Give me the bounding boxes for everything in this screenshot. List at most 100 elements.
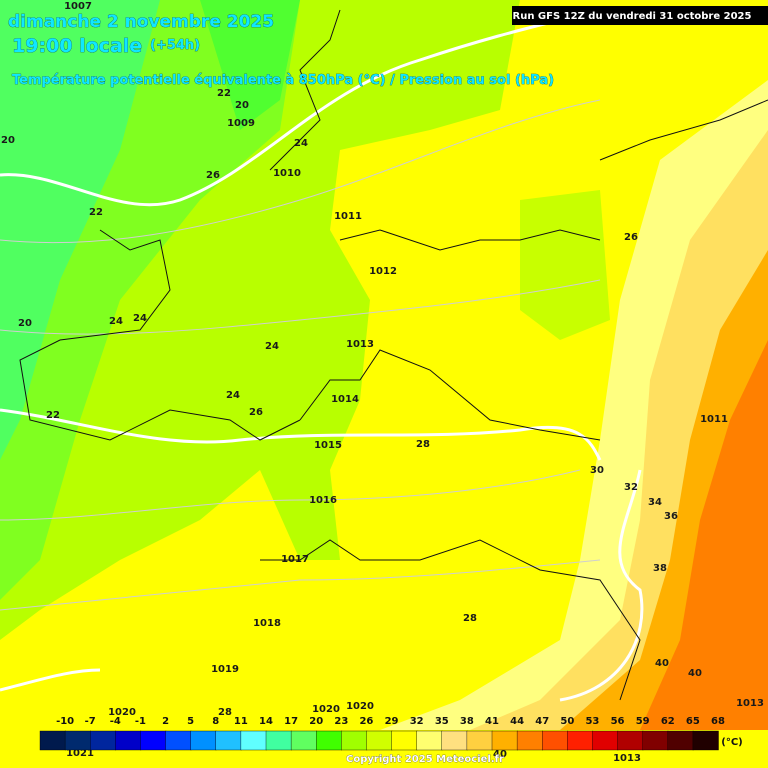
map-label: 28 (218, 707, 232, 718)
border (260, 539, 641, 701)
thin-isobars (0, 99, 601, 611)
map-label: 26 (206, 170, 220, 181)
legend-tick: 32 (410, 716, 424, 727)
legend-swatch (341, 730, 368, 751)
legend-tick: -4 (110, 716, 121, 727)
legend-swatch (567, 730, 594, 751)
legend-unit: (°C) (721, 737, 742, 748)
map-label: 40 (655, 658, 669, 669)
forecast-date: dimanche 2 novembre 2025 (8, 12, 274, 32)
isobar (0, 99, 601, 244)
map-label: 24 (133, 313, 147, 324)
legend-tick: -10 (56, 716, 74, 727)
legend-tick: 17 (284, 716, 298, 727)
legend-swatch (667, 730, 694, 751)
map-label: 1021 (66, 748, 94, 759)
legend-swatch (391, 730, 418, 751)
map-label: 26 (249, 407, 263, 418)
isobar (559, 469, 644, 702)
legend-tick: 68 (711, 716, 725, 727)
map-label: 1014 (331, 394, 359, 405)
legend-tick: 38 (460, 716, 474, 727)
isobar (0, 469, 581, 521)
legend-tick: 41 (485, 716, 499, 727)
map-label: 32 (624, 482, 638, 493)
legend-tick: 26 (359, 716, 373, 727)
legend-tick: 8 (212, 716, 219, 727)
legend-swatch (215, 730, 242, 751)
map-label: 1020 (346, 701, 374, 712)
map-label: 1017 (281, 554, 309, 565)
lead-time: (+54h) (150, 38, 200, 53)
map-label: 1010 (273, 168, 301, 179)
legend-tick: 29 (385, 716, 399, 727)
legend-tick: 5 (187, 716, 194, 727)
map-label: 1019 (211, 664, 239, 675)
zone-dark-orange (640, 340, 768, 730)
legend-tick: 44 (510, 716, 524, 727)
isobars (0, 18, 644, 702)
map-label: 30 (590, 465, 604, 476)
map-label: 22 (217, 88, 231, 99)
legend-swatch (265, 730, 292, 751)
legend-tick: 53 (585, 716, 599, 727)
legend-swatch (491, 730, 518, 751)
legend-swatch (542, 730, 569, 751)
border (339, 229, 601, 251)
coast (599, 99, 768, 161)
map-label: 22 (89, 207, 103, 218)
legend-tick: 50 (560, 716, 574, 727)
map-label: 40 (688, 668, 702, 679)
map-label: 40 (493, 749, 507, 760)
run-info: Run GFS 12Z du vendredi 31 octobre 2025 (513, 11, 752, 22)
color-legend: -10 -7 -4 -1 2 5 8 11 14 17 20 23 26 29 32 35 38 41 44 47 50… (39, 716, 743, 751)
legend-swatch (39, 730, 66, 751)
legend-swatch (617, 730, 644, 751)
map-label: 1013 (346, 339, 374, 350)
legend-swatch (290, 730, 317, 751)
legend-tick: 23 (334, 716, 348, 727)
map-label: 1009 (227, 118, 255, 129)
legend-tick: 65 (686, 716, 700, 727)
legend-tick: 20 (309, 716, 323, 727)
isobar (0, 559, 601, 611)
map-label: 1015 (314, 440, 342, 451)
map-label: 20 (1, 135, 15, 146)
map-label: 28 (463, 613, 477, 624)
map-label: 24 (265, 341, 279, 352)
legend-tick: 2 (162, 716, 169, 727)
zone-green-north (200, 0, 300, 130)
map-label: 1011 (700, 414, 728, 425)
legend-swatch (190, 730, 217, 751)
legend-swatch (441, 730, 468, 751)
isobar (0, 279, 601, 335)
map-label: 1013 (736, 698, 764, 709)
isobar (0, 668, 101, 692)
isobar (0, 408, 602, 461)
map-label: 24 (294, 138, 308, 149)
isobar (0, 18, 561, 207)
legend-swatch (466, 730, 493, 751)
legend-swatch (416, 730, 443, 751)
map-label: 1013 (613, 753, 641, 764)
legend-tick: -7 (85, 716, 96, 727)
map-label: 34 (648, 497, 662, 508)
map-label: 28 (416, 439, 430, 450)
legend-tick: 11 (234, 716, 248, 727)
forecast-time: 19:00 locale (12, 35, 142, 57)
map-label: 1018 (253, 618, 281, 629)
map-label: 24 (226, 390, 240, 401)
legend-tick: 56 (611, 716, 625, 727)
zone-cool-green (0, 0, 160, 460)
legend-tick: 59 (636, 716, 650, 727)
map-label: 36 (664, 511, 678, 522)
legend-tick: 47 (535, 716, 549, 727)
map-label: 38 (653, 563, 667, 574)
legend-tick: 35 (435, 716, 449, 727)
run-box (512, 6, 768, 25)
map-label: 24 (109, 316, 123, 327)
legend-tick: -1 (135, 716, 146, 727)
map-label: 26 (624, 232, 638, 243)
